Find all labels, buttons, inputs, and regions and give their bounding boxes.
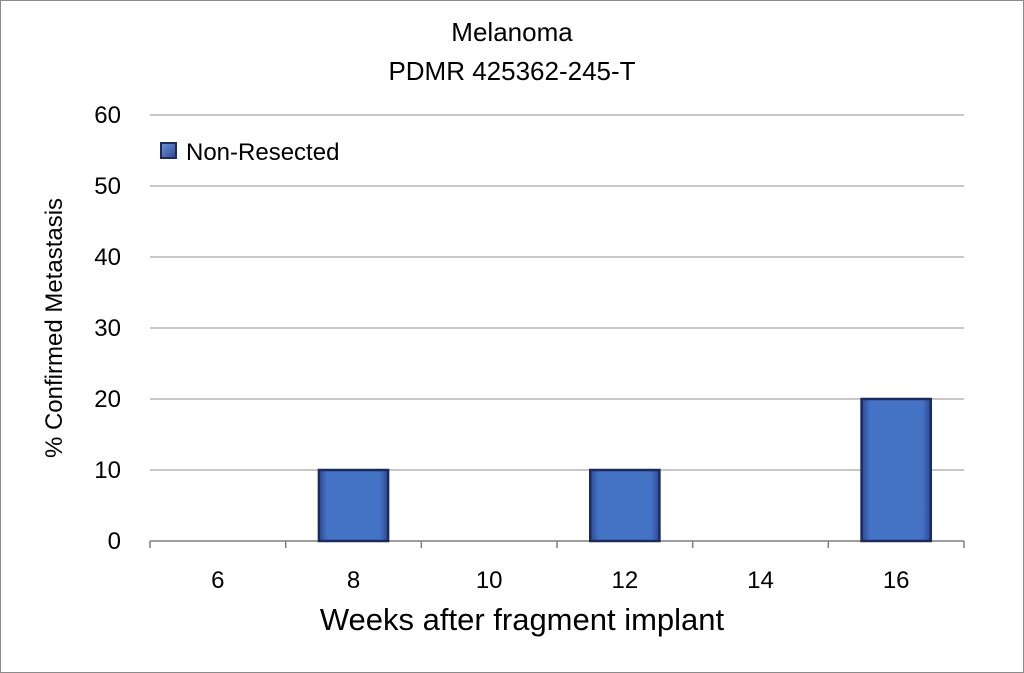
chart-subtitle: PDMR 425362-245-T [388,56,635,86]
x-tick-label: 12 [611,567,638,594]
y-tick-label: 60 [94,102,121,129]
chart-title: Melanoma [451,17,573,47]
x-axis-label: Weeks after fragment implant [320,602,725,637]
x-tick-label: 16 [883,567,910,594]
legend-label: Non-Resected [186,139,339,166]
bar [317,468,390,543]
y-tick-label: 40 [94,244,121,271]
x-axis-ticks: 6 8 10 12 14 16 [211,567,909,594]
x-tick-label: 10 [476,567,503,594]
y-tick-label: 30 [94,315,121,342]
bar [588,468,661,543]
x-tick-label: 6 [211,567,224,594]
x-axis [149,540,965,548]
bar [860,397,933,543]
y-tick-label: 20 [94,386,121,413]
y-axis-ticks: 0 10 20 30 40 50 60 [94,102,121,555]
y-axis-label: % Confirmed Metastasis [41,198,68,458]
x-tick-label: 14 [747,567,774,594]
y-tick-label: 50 [94,173,121,200]
legend: Non-Resected [160,139,339,166]
y-tick-label: 0 [108,528,121,555]
x-tick-label: 8 [347,567,360,594]
y-tick-label: 10 [94,457,121,484]
legend-swatch [160,142,177,159]
bars [317,397,933,543]
gridlines [150,114,964,471]
